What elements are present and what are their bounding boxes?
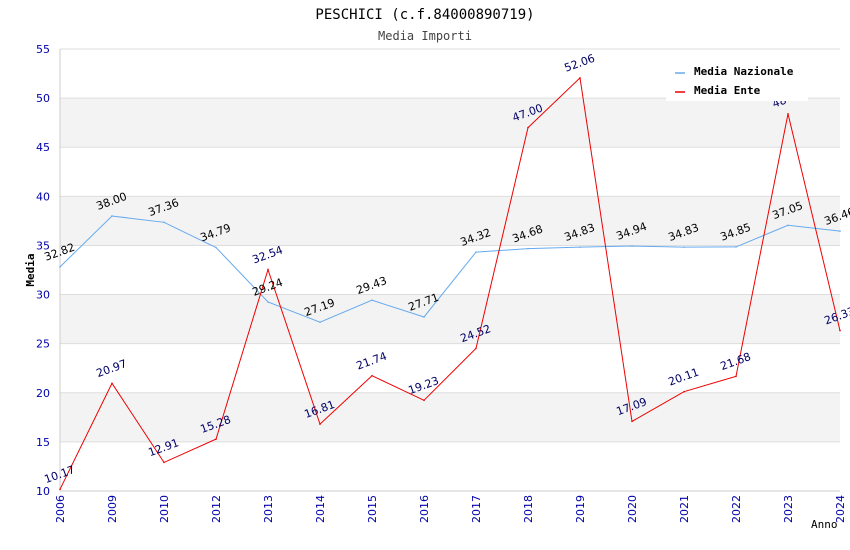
x-tick-label: 2017 xyxy=(470,495,483,523)
plot-band xyxy=(60,98,840,148)
y-tick-labels: 10 15 20 25 30 35 40 45 50 55 xyxy=(36,43,50,498)
data-point-media-nazionale xyxy=(579,246,581,248)
data-point-media-ente xyxy=(371,374,373,377)
data-point-media-ente xyxy=(735,375,737,378)
data-point-media-nazionale xyxy=(163,221,165,224)
data-point-media-ente xyxy=(163,461,165,464)
y-tick-label: 50 xyxy=(36,92,50,105)
y-tick-label: 55 xyxy=(36,43,50,56)
data-point-media-ente xyxy=(267,268,269,271)
y-tick-label: 15 xyxy=(36,436,50,449)
y-tick-label: 45 xyxy=(36,141,50,154)
data-point-media-nazionale xyxy=(475,251,477,253)
data-label-media-nazionale: 29.43 xyxy=(355,274,389,297)
x-axis-title: Anno xyxy=(811,518,838,531)
data-label-media-ente: 20.97 xyxy=(95,357,129,380)
x-tick-label: 2006 xyxy=(54,495,67,523)
data-point-media-nazionale xyxy=(111,215,113,217)
x-tick-label: 2018 xyxy=(522,495,535,523)
legend-label-media-nazionale: Media Nazionale xyxy=(694,65,794,78)
x-tick-label: 2015 xyxy=(366,495,379,523)
data-point-media-ente xyxy=(111,382,113,385)
x-tick-label: 2022 xyxy=(730,495,743,523)
y-tick-label: 25 xyxy=(36,338,50,351)
data-point-media-nazionale xyxy=(59,266,61,268)
x-tick-label: 2020 xyxy=(626,495,639,523)
data-point-media-nazionale xyxy=(735,246,737,248)
plot-band xyxy=(60,392,840,442)
y-tick-label: 30 xyxy=(36,289,50,302)
x-tick-label: 2024 xyxy=(834,495,847,523)
series-line-media-ente xyxy=(59,76,841,490)
data-point-media-nazionale xyxy=(267,301,269,303)
plot-background-bands xyxy=(60,98,840,442)
data-label-media-ente: 52.06 xyxy=(563,52,597,75)
data-point-media-nazionale xyxy=(787,224,789,227)
data-point-media-ente xyxy=(683,390,685,393)
x-tick-label: 2014 xyxy=(314,495,327,523)
y-tick-label: 35 xyxy=(36,239,50,252)
data-point-media-ente xyxy=(787,113,789,115)
data-point-media-nazionale xyxy=(215,246,217,249)
x-tick-label: 2009 xyxy=(106,495,119,523)
data-point-media-ente xyxy=(631,420,633,423)
data-point-media-ente xyxy=(319,423,321,425)
y-tick-label: 20 xyxy=(36,387,50,400)
gridlines xyxy=(60,48,840,492)
chart-title: PESCHICI (c.f.84000890719) xyxy=(315,7,534,23)
data-point-media-ente xyxy=(475,347,477,350)
x-tick-labels: 2006 2009 2010 2012 2013 2014 2015 2016 2017 2018… xyxy=(54,495,847,523)
series-lines xyxy=(59,76,841,491)
data-label-media-ente: 32.54 xyxy=(251,243,285,266)
data-point-media-ente xyxy=(527,126,529,129)
x-tick-label: 2023 xyxy=(782,495,795,523)
data-point-media-ente xyxy=(423,399,425,402)
data-point-media-ente xyxy=(215,438,217,440)
plot-band xyxy=(60,196,840,246)
plot-band xyxy=(60,294,840,344)
x-tick-label: 2013 xyxy=(262,495,275,523)
data-point-media-nazionale xyxy=(631,245,633,247)
data-point-media-nazionale xyxy=(683,246,685,248)
x-tick-label: 2016 xyxy=(418,495,431,523)
data-point-media-ente xyxy=(579,77,581,79)
data-point-media-nazionale xyxy=(371,299,373,301)
legend-label-media-ente: Media Ente xyxy=(694,84,761,97)
chart-subtitle: Media Importi xyxy=(378,29,472,43)
data-point-media-ente xyxy=(59,488,61,491)
x-tick-label: 2012 xyxy=(210,495,223,523)
x-tick-label: 2010 xyxy=(158,495,171,523)
legend-box xyxy=(666,60,808,101)
y-axis-title: Media xyxy=(24,253,37,286)
y-tick-label: 40 xyxy=(36,190,50,203)
x-tick-label: 2021 xyxy=(678,495,691,523)
data-point-media-nazionale xyxy=(527,247,529,250)
series-line-media-nazionale xyxy=(59,215,841,323)
y-tick-label: 10 xyxy=(36,485,50,498)
data-point-media-nazionale xyxy=(423,316,425,318)
data-label-media-ente: 20.11 xyxy=(667,366,701,389)
data-point-media-nazionale xyxy=(319,321,321,323)
x-tick-label: 2019 xyxy=(574,495,587,523)
data-point-media-nazionale xyxy=(839,230,841,232)
data-label-media-ente: 21.74 xyxy=(355,350,389,373)
data-point-media-ente xyxy=(839,329,841,332)
legend: Media Nazionale Media Ente xyxy=(666,60,808,101)
data-label-media-ente: 21.68 xyxy=(719,350,753,373)
